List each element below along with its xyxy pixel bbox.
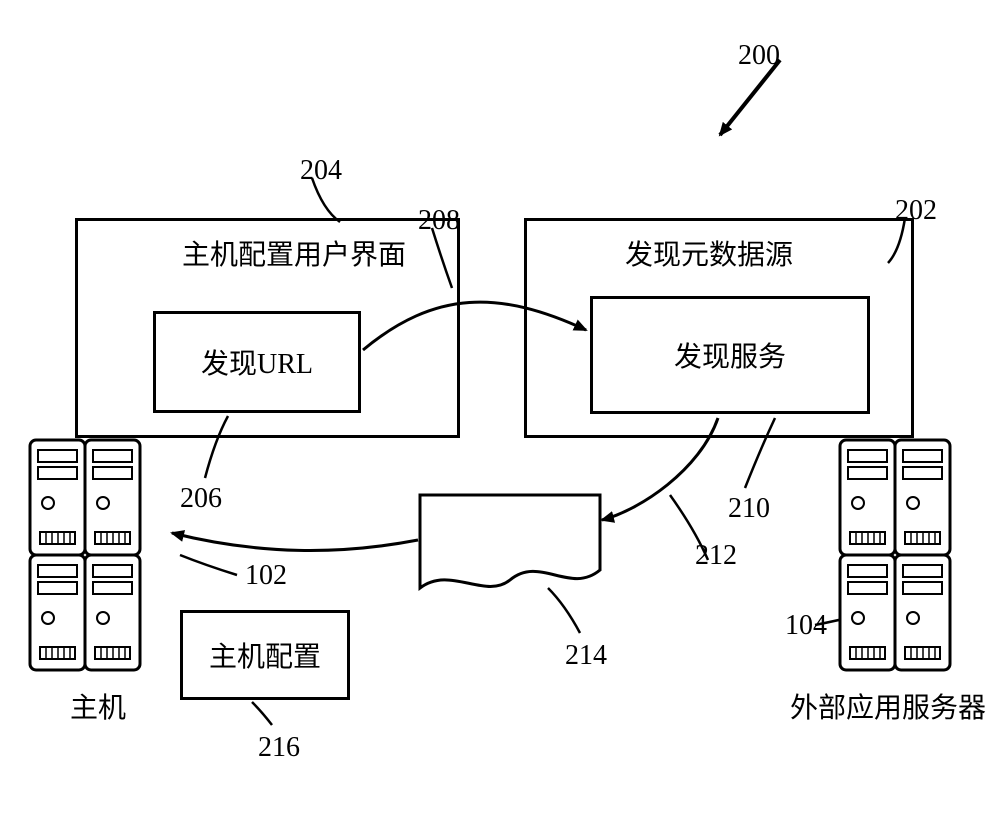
discovery-service-label: 发现服务 [674, 335, 786, 375]
external-server-label: 外部应用服务器 [790, 693, 986, 725]
discovery-url-box: 发现URL [153, 311, 361, 413]
ref-216: 216 [258, 732, 300, 764]
host-label: 主机 [70, 693, 126, 725]
diagram-stage: 主机配置用户界面 发现URL 发现元数据源 发现服务 主机配置 200 204 … [0, 0, 1000, 814]
ref-210: 210 [728, 493, 770, 525]
ref-208: 208 [418, 205, 460, 237]
discovery-metadata-label: 发现元数据 [440, 525, 580, 557]
ref-200: 200 [738, 40, 780, 72]
host-config-box: 主机配置 [180, 610, 350, 700]
ref-104: 104 [785, 610, 827, 642]
discovery-service-box: 发现服务 [590, 296, 870, 414]
ref-212: 212 [695, 540, 737, 572]
discovery-metadata-source-title: 发现元数据源 [625, 240, 793, 272]
ref-214: 214 [565, 640, 607, 672]
host-config-ui-title: 主机配置用户界面 [182, 240, 406, 272]
ref-102: 102 [245, 560, 287, 592]
ref-202: 202 [895, 195, 937, 227]
host-config-label: 主机配置 [209, 635, 321, 675]
discovery-url-label: 发现URL [201, 342, 313, 382]
ref-204: 204 [300, 155, 342, 187]
ref-206: 206 [180, 483, 222, 515]
